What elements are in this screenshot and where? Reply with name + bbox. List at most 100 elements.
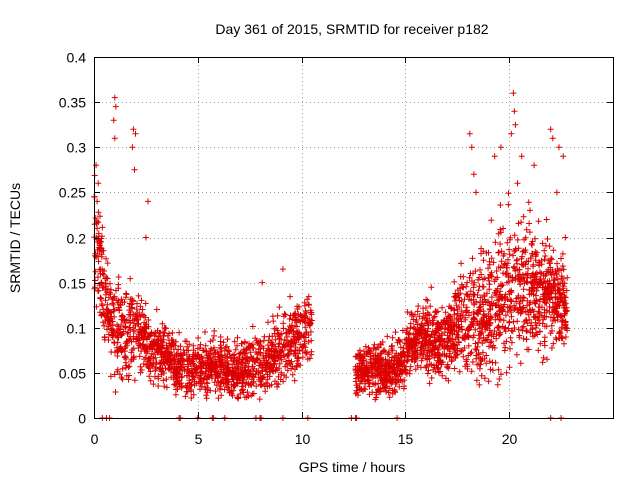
data-point xyxy=(426,380,433,387)
data-point xyxy=(289,371,296,378)
data-point xyxy=(488,331,495,338)
data-point xyxy=(554,260,560,267)
data-point xyxy=(291,377,298,384)
data-point xyxy=(532,300,539,307)
data-point xyxy=(276,340,283,347)
data-point xyxy=(114,339,121,346)
data-point xyxy=(520,213,527,220)
data-point xyxy=(275,343,282,350)
data-point xyxy=(412,366,419,373)
data-point xyxy=(205,372,212,379)
data-point xyxy=(530,261,537,268)
data-point xyxy=(108,309,115,316)
data-point xyxy=(378,365,385,372)
data-point xyxy=(355,392,361,399)
data-point xyxy=(288,322,295,329)
y-tick-label: 0.2 xyxy=(67,231,87,247)
data-point xyxy=(190,361,197,367)
data-point xyxy=(288,337,294,344)
data-point xyxy=(537,296,544,303)
data-point xyxy=(121,317,128,324)
data-point xyxy=(488,294,495,301)
data-point xyxy=(215,395,222,402)
data-point xyxy=(562,234,569,241)
x-axis-label: GPS time / hours xyxy=(299,459,406,475)
data-point xyxy=(110,301,117,308)
data-point xyxy=(535,347,542,354)
data-point xyxy=(491,153,498,160)
data-point xyxy=(554,316,561,323)
data-point xyxy=(293,364,300,370)
data-point xyxy=(557,312,564,319)
data-point xyxy=(564,274,571,281)
data-point xyxy=(112,389,119,395)
data-point xyxy=(195,335,202,341)
data-point xyxy=(494,285,501,292)
data-point xyxy=(560,153,567,160)
data-point xyxy=(554,265,561,272)
data-point xyxy=(464,292,471,299)
data-point xyxy=(431,331,438,338)
data-point xyxy=(111,340,118,346)
data-point xyxy=(100,284,107,291)
data-point xyxy=(552,317,559,324)
data-point xyxy=(299,354,306,361)
data-point xyxy=(549,266,556,273)
data-point xyxy=(146,373,153,380)
data-point xyxy=(489,359,496,366)
data-point xyxy=(127,309,134,316)
data-point xyxy=(205,362,211,369)
data-point xyxy=(159,320,166,327)
data-point xyxy=(113,287,119,294)
data-point xyxy=(559,263,566,269)
data-point xyxy=(308,317,315,324)
data-point xyxy=(470,314,477,321)
data-point xyxy=(504,264,510,271)
data-point xyxy=(464,279,471,286)
data-point xyxy=(495,249,502,256)
data-point xyxy=(101,322,108,329)
data-point xyxy=(411,347,418,354)
data-point xyxy=(560,289,567,296)
data-point xyxy=(158,351,165,358)
data-point xyxy=(535,218,542,225)
data-point xyxy=(438,361,445,368)
data-point xyxy=(372,380,379,387)
data-point xyxy=(476,283,483,290)
data-point xyxy=(483,360,490,367)
data-point xyxy=(467,270,474,277)
data-point xyxy=(445,314,452,321)
data-point xyxy=(529,250,536,257)
data-point xyxy=(542,299,549,306)
data-point xyxy=(558,324,565,331)
data-point xyxy=(422,364,429,371)
data-point xyxy=(104,326,111,333)
data-point xyxy=(428,284,435,291)
data-point xyxy=(486,322,493,329)
data-point xyxy=(121,299,128,305)
data-point xyxy=(525,258,532,265)
data-point xyxy=(224,336,231,343)
data-point xyxy=(492,239,499,246)
data-point xyxy=(470,171,477,178)
data-point xyxy=(441,317,448,323)
data-point xyxy=(196,379,202,386)
data-point xyxy=(477,294,484,301)
data-point xyxy=(430,366,437,373)
data-point xyxy=(97,309,103,316)
data-point xyxy=(213,382,220,389)
data-point xyxy=(543,288,550,295)
data-point xyxy=(95,274,101,281)
data-point xyxy=(458,348,465,355)
data-point xyxy=(512,121,519,128)
data-point xyxy=(540,271,547,278)
data-point xyxy=(180,363,187,370)
data-point xyxy=(563,308,569,315)
data-point xyxy=(514,180,521,187)
data-point xyxy=(235,371,242,378)
x-tick-label: 5 xyxy=(195,431,203,447)
data-point xyxy=(190,355,197,362)
data-point xyxy=(179,352,186,359)
data-point xyxy=(306,322,313,329)
data-point xyxy=(238,349,245,356)
